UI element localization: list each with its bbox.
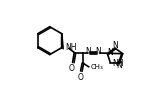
Text: O: O	[69, 64, 75, 73]
Text: N: N	[86, 47, 92, 56]
Text: N: N	[116, 61, 122, 70]
Text: O: O	[77, 73, 83, 82]
Text: N: N	[112, 41, 118, 50]
Text: NH: NH	[112, 59, 124, 68]
Text: NH: NH	[65, 43, 77, 52]
Text: N: N	[107, 48, 113, 57]
Text: N: N	[95, 47, 101, 56]
Text: CH₃: CH₃	[90, 64, 103, 70]
